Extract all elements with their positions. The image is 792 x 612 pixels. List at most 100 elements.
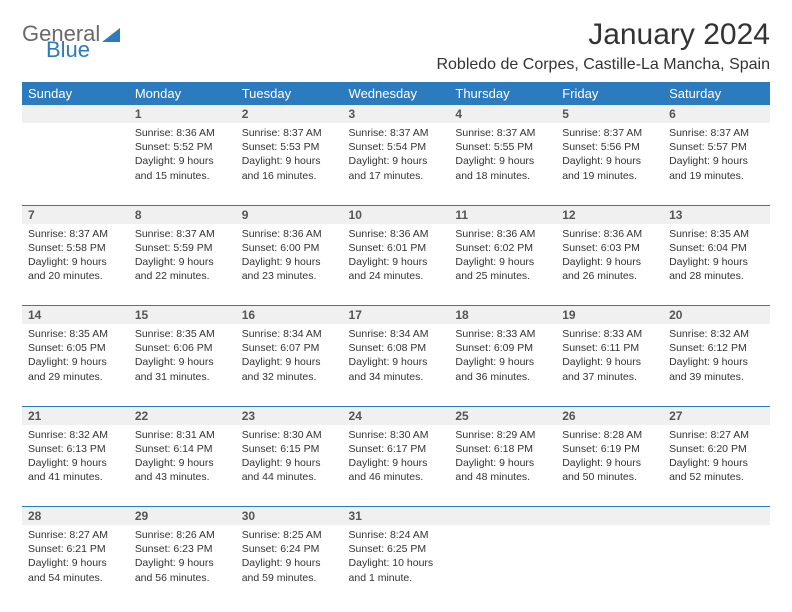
sunset-text: Sunset: 6:11 PM xyxy=(562,341,657,355)
sunset-text: Sunset: 6:08 PM xyxy=(349,341,444,355)
sunset-text: Sunset: 6:03 PM xyxy=(562,241,657,255)
weekday-header: Monday xyxy=(129,82,236,105)
daylight-text: Daylight: 9 hours and 46 minutes. xyxy=(349,456,444,484)
day-cell: Sunrise: 8:37 AMSunset: 5:57 PMDaylight:… xyxy=(663,123,770,205)
day-number: 2 xyxy=(236,105,343,123)
day-number: 16 xyxy=(236,306,343,325)
sunset-text: Sunset: 6:06 PM xyxy=(135,341,230,355)
sunset-text: Sunset: 6:23 PM xyxy=(135,542,230,556)
daynum-row: 14151617181920 xyxy=(22,306,770,325)
day-number: 18 xyxy=(449,306,556,325)
day-content-row: Sunrise: 8:36 AMSunset: 5:52 PMDaylight:… xyxy=(22,123,770,205)
day-number: 10 xyxy=(343,205,450,224)
sunset-text: Sunset: 6:19 PM xyxy=(562,442,657,456)
daylight-text: Daylight: 9 hours and 20 minutes. xyxy=(28,255,123,283)
daynum-row: 123456 xyxy=(22,105,770,123)
weekday-header: Thursday xyxy=(449,82,556,105)
sunset-text: Sunset: 6:13 PM xyxy=(28,442,123,456)
daylight-text: Daylight: 9 hours and 32 minutes. xyxy=(242,355,337,383)
weekday-header: Tuesday xyxy=(236,82,343,105)
day-cell xyxy=(449,525,556,607)
day-cell: Sunrise: 8:30 AMSunset: 6:17 PMDaylight:… xyxy=(343,425,450,507)
sunrise-text: Sunrise: 8:35 AM xyxy=(669,227,764,241)
sunrise-text: Sunrise: 8:30 AM xyxy=(242,428,337,442)
daylight-text: Daylight: 9 hours and 56 minutes. xyxy=(135,556,230,584)
sunset-text: Sunset: 5:53 PM xyxy=(242,140,337,154)
daylight-text: Daylight: 9 hours and 43 minutes. xyxy=(135,456,230,484)
header: General Blue January 2024 Robledo de Cor… xyxy=(22,18,770,74)
sunset-text: Sunset: 6:25 PM xyxy=(349,542,444,556)
brand-text-blue: Blue xyxy=(46,40,120,60)
daylight-text: Daylight: 9 hours and 17 minutes. xyxy=(349,154,444,182)
sunset-text: Sunset: 6:09 PM xyxy=(455,341,550,355)
sunset-text: Sunset: 5:58 PM xyxy=(28,241,123,255)
sunrise-text: Sunrise: 8:32 AM xyxy=(28,428,123,442)
weekday-header: Saturday xyxy=(663,82,770,105)
location-text: Robledo de Corpes, Castille-La Mancha, S… xyxy=(436,56,770,74)
day-cell: Sunrise: 8:37 AMSunset: 5:53 PMDaylight:… xyxy=(236,123,343,205)
day-cell xyxy=(22,123,129,205)
daylight-text: Daylight: 9 hours and 39 minutes. xyxy=(669,355,764,383)
day-cell: Sunrise: 8:37 AMSunset: 5:59 PMDaylight:… xyxy=(129,224,236,306)
day-cell: Sunrise: 8:31 AMSunset: 6:14 PMDaylight:… xyxy=(129,425,236,507)
daylight-text: Daylight: 9 hours and 26 minutes. xyxy=(562,255,657,283)
daylight-text: Daylight: 9 hours and 24 minutes. xyxy=(349,255,444,283)
sunrise-text: Sunrise: 8:36 AM xyxy=(135,126,230,140)
day-cell: Sunrise: 8:36 AMSunset: 5:52 PMDaylight:… xyxy=(129,123,236,205)
day-number: 29 xyxy=(129,507,236,526)
day-cell xyxy=(556,525,663,607)
daylight-text: Daylight: 9 hours and 34 minutes. xyxy=(349,355,444,383)
weekday-header: Wednesday xyxy=(343,82,450,105)
day-number: 6 xyxy=(663,105,770,123)
sunset-text: Sunset: 6:20 PM xyxy=(669,442,764,456)
sunset-text: Sunset: 5:57 PM xyxy=(669,140,764,154)
title-block: January 2024 Robledo de Corpes, Castille… xyxy=(436,18,770,74)
sunrise-text: Sunrise: 8:37 AM xyxy=(669,126,764,140)
sunset-text: Sunset: 6:00 PM xyxy=(242,241,337,255)
sunrise-text: Sunrise: 8:26 AM xyxy=(135,528,230,542)
day-content-row: Sunrise: 8:35 AMSunset: 6:05 PMDaylight:… xyxy=(22,324,770,406)
sunset-text: Sunset: 6:21 PM xyxy=(28,542,123,556)
day-cell: Sunrise: 8:37 AMSunset: 5:56 PMDaylight:… xyxy=(556,123,663,205)
daynum-row: 28293031 xyxy=(22,507,770,526)
sunset-text: Sunset: 6:04 PM xyxy=(669,241,764,255)
day-number: 28 xyxy=(22,507,129,526)
sunrise-text: Sunrise: 8:36 AM xyxy=(562,227,657,241)
day-cell: Sunrise: 8:37 AMSunset: 5:58 PMDaylight:… xyxy=(22,224,129,306)
daylight-text: Daylight: 9 hours and 41 minutes. xyxy=(28,456,123,484)
day-number: 14 xyxy=(22,306,129,325)
sunset-text: Sunset: 5:59 PM xyxy=(135,241,230,255)
day-content-row: Sunrise: 8:27 AMSunset: 6:21 PM Daylight:… xyxy=(22,525,770,607)
sunset-text: Sunset: 6:14 PM xyxy=(135,442,230,456)
day-cell xyxy=(663,525,770,607)
day-content-row: Sunrise: 8:37 AMSunset: 5:58 PMDaylight:… xyxy=(22,224,770,306)
sunrise-text: Sunrise: 8:27 AM xyxy=(28,528,123,542)
day-cell: Sunrise: 8:33 AMSunset: 6:09 PMDaylight:… xyxy=(449,324,556,406)
day-cell: Sunrise: 8:34 AMSunset: 6:08 PMDaylight:… xyxy=(343,324,450,406)
sunset-text: Sunset: 6:02 PM xyxy=(455,241,550,255)
day-number: 31 xyxy=(343,507,450,526)
daylight-text: Daylight: 9 hours and 22 minutes. xyxy=(135,255,230,283)
daylight-text: Daylight: 9 hours and 28 minutes. xyxy=(669,255,764,283)
sunrise-text: Sunrise: 8:36 AM xyxy=(349,227,444,241)
sunrise-text: Sunrise: 8:29 AM xyxy=(455,428,550,442)
day-number: 20 xyxy=(663,306,770,325)
sunset-text: Sunset: 6:17 PM xyxy=(349,442,444,456)
sunrise-text: Sunrise: 8:34 AM xyxy=(242,327,337,341)
daylight-text: Daylight: 9 hours and 36 minutes. xyxy=(455,355,550,383)
day-number: 24 xyxy=(343,406,450,425)
sunrise-text: Sunrise: 8:37 AM xyxy=(242,126,337,140)
daylight-text: Daylight: 9 hours and 18 minutes. xyxy=(455,154,550,182)
day-number: 13 xyxy=(663,205,770,224)
day-cell: Sunrise: 8:36 AMSunset: 6:03 PMDaylight:… xyxy=(556,224,663,306)
sunset-text: Sunset: 6:01 PM xyxy=(349,241,444,255)
weekday-header-row: Sunday Monday Tuesday Wednesday Thursday… xyxy=(22,82,770,105)
daylight-text: Daylight: 9 hours and 16 minutes. xyxy=(242,154,337,182)
day-number: 30 xyxy=(236,507,343,526)
day-number: 26 xyxy=(556,406,663,425)
daylight-text: Daylight: 9 hours and 59 minutes. xyxy=(242,556,337,584)
day-number: 5 xyxy=(556,105,663,123)
sunrise-text: Sunrise: 8:37 AM xyxy=(349,126,444,140)
day-number xyxy=(449,507,556,526)
daynum-row: 21222324252627 xyxy=(22,406,770,425)
